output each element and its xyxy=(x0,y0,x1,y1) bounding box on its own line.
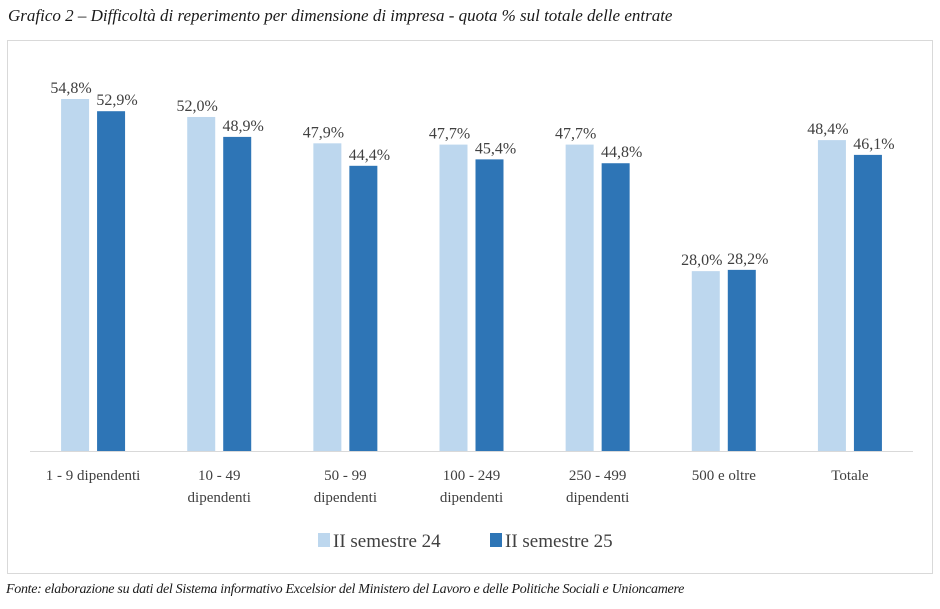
category-label: 50 - 99 xyxy=(324,468,367,484)
bar-2-1 xyxy=(223,136,252,451)
bar-1-6 xyxy=(817,140,846,451)
category-label: 250 - 499 xyxy=(569,468,627,484)
bar-2-5 xyxy=(727,269,756,451)
legend-swatch xyxy=(318,533,330,547)
bar-1-3 xyxy=(439,144,468,451)
chart-title: Grafico 2 – Difficoltà di reperimento pe… xyxy=(8,6,673,25)
bar-2-3 xyxy=(475,159,504,451)
data-label: 44,8% xyxy=(601,144,642,161)
data-label: 54,8% xyxy=(50,80,91,97)
data-label: 45,4% xyxy=(475,140,516,157)
bar-2-4 xyxy=(601,163,630,451)
legend-label: II semestre 24 xyxy=(333,531,441,552)
data-label: 46,1% xyxy=(853,136,894,153)
category-label: dipendenti xyxy=(188,490,251,506)
bar-2-2 xyxy=(349,165,378,451)
data-label: 44,4% xyxy=(349,147,390,164)
data-label: 52,0% xyxy=(177,98,218,115)
bar-1-4 xyxy=(565,144,594,451)
category-label: 1 - 9 dipendenti xyxy=(46,468,141,484)
data-label: 28,2% xyxy=(727,251,768,268)
data-label: 52,9% xyxy=(96,92,137,109)
data-label: 28,0% xyxy=(681,252,722,269)
data-label: 48,9% xyxy=(223,118,264,135)
category-label: Totale xyxy=(831,468,869,484)
data-label: 48,4% xyxy=(807,121,848,138)
chart-frame xyxy=(7,40,933,574)
bar-1-5 xyxy=(691,271,720,451)
data-label: 47,7% xyxy=(429,126,470,143)
bar-2-6 xyxy=(853,154,882,451)
source-note: Fonte: elaborazione su dati del Sistema … xyxy=(6,582,684,597)
bar-2-0 xyxy=(97,111,126,451)
bar-1-1 xyxy=(187,116,216,451)
category-label: dipendenti xyxy=(440,490,503,506)
legend-swatch xyxy=(490,533,502,547)
category-label: dipendenti xyxy=(314,490,377,506)
data-label: 47,9% xyxy=(303,124,344,141)
category-label: dipendenti xyxy=(566,490,629,506)
data-label: 47,7% xyxy=(555,126,596,143)
bar-1-0 xyxy=(61,99,90,451)
category-label: 500 e oltre xyxy=(692,468,756,484)
category-label: 10 - 49 xyxy=(198,468,241,484)
legend-label: II semestre 25 xyxy=(505,531,613,552)
category-label: 100 - 249 xyxy=(443,468,501,484)
bar-1-2 xyxy=(313,143,342,451)
